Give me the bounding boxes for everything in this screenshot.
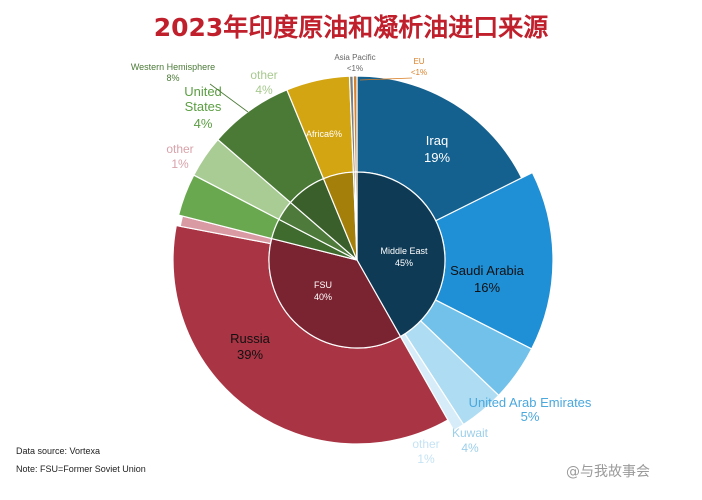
label-3: Kuwait <box>452 426 489 440</box>
inner-label-middle-east: Middle East <box>380 246 428 256</box>
label-1: Saudi Arabia <box>450 263 524 278</box>
label-4: other <box>412 437 439 451</box>
label-10: Africa6% <box>306 129 342 139</box>
value-9: 8% <box>166 73 179 83</box>
label-7-b: States <box>185 99 222 114</box>
label-6: other <box>166 142 193 156</box>
leader-eu <box>359 77 413 81</box>
value-4: 1% <box>417 452 435 466</box>
value-0: 19% <box>424 150 450 165</box>
inner-value-middle-east: 45% <box>395 258 413 268</box>
watermark: @与我故事会 <box>566 464 650 480</box>
value-12: <1% <box>411 68 427 77</box>
label-0: Iraq <box>426 133 448 148</box>
label-2: United Arab Emirates <box>469 395 592 410</box>
value-2: 5% <box>521 409 540 424</box>
label-12: EU <box>413 57 424 66</box>
label-11: Asia Pacific <box>334 53 375 62</box>
inner-slice-1 <box>268 237 402 349</box>
chart-title: 2023年印度原油和凝析油进口来源 <box>153 13 549 42</box>
label-7-a: United <box>184 84 222 99</box>
label-5: Russia <box>230 331 271 346</box>
inner-value-fsu: 40% <box>314 292 332 302</box>
inner-slice-0 <box>356 171 446 338</box>
fsu-note: Note: FSU=Former Soviet Union <box>16 464 146 474</box>
label-9: Western Hemisphere <box>131 62 215 72</box>
value-1: 16% <box>474 280 500 295</box>
leader-western-hemisphere <box>209 83 249 113</box>
value-8: 4% <box>255 83 273 97</box>
inner-slice-12 <box>354 171 358 261</box>
value-3: 4% <box>461 441 479 455</box>
inner-label-fsu: FSU <box>314 280 332 290</box>
data-source-note: Data source: Vortexa <box>16 446 101 456</box>
value-11: <1% <box>347 64 363 73</box>
value-7: 4% <box>194 116 213 131</box>
value-5: 39% <box>237 347 263 362</box>
value-6: 1% <box>171 157 189 171</box>
label-8: other <box>250 68 277 82</box>
